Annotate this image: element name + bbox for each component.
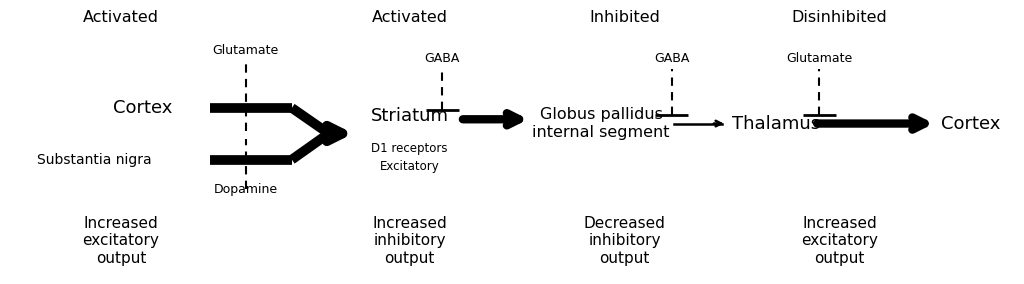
- Text: D1 receptors: D1 receptors: [372, 142, 447, 155]
- Text: GABA: GABA: [654, 52, 689, 65]
- Text: Disinhibited: Disinhibited: [792, 10, 888, 25]
- Text: Increased
excitatory
output: Increased excitatory output: [82, 216, 160, 266]
- Text: Inhibited: Inhibited: [589, 10, 660, 25]
- Text: Activated: Activated: [372, 10, 447, 25]
- Text: Increased
inhibitory
output: Increased inhibitory output: [373, 216, 446, 266]
- Text: Decreased
inhibitory
output: Decreased inhibitory output: [584, 216, 666, 266]
- Text: Increased
excitatory
output: Increased excitatory output: [801, 216, 879, 266]
- Text: Striatum: Striatum: [371, 107, 449, 126]
- Text: Glutamate: Glutamate: [213, 44, 279, 57]
- Text: GABA: GABA: [425, 52, 460, 65]
- Text: Cortex: Cortex: [941, 114, 1000, 133]
- Text: Excitatory: Excitatory: [380, 160, 439, 173]
- Text: Dopamine: Dopamine: [214, 183, 278, 196]
- Text: Thalamus: Thalamus: [732, 114, 820, 133]
- Text: Glutamate: Glutamate: [786, 52, 852, 65]
- Text: Cortex: Cortex: [113, 99, 172, 117]
- Text: Substantia nigra: Substantia nigra: [37, 153, 152, 167]
- Text: Activated: Activated: [83, 10, 159, 25]
- Text: Globus pallidus
internal segment: Globus pallidus internal segment: [532, 107, 670, 140]
